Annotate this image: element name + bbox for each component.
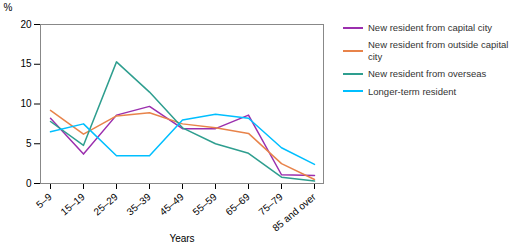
- svg-text:25–29: 25–29: [91, 191, 120, 218]
- html-text:New resident from outside capi: New resident from outside capital city: [368, 39, 509, 62]
- svg-text:15: 15: [20, 58, 32, 69]
- svg-text:45–49: 45–49: [157, 191, 186, 218]
- svg-text:Years: Years: [169, 233, 194, 244]
- html-text:Longer-term resident: Longer-term resident: [368, 85, 457, 97]
- svg-text:85 and over: 85 and over: [270, 191, 318, 234]
- svg-text:75–79: 75–79: [256, 191, 285, 218]
- html-text:New resident from capital city: New resident from capital city: [368, 22, 493, 33]
- svg-text:5: 5: [26, 138, 32, 149]
- svg-text:%: %: [4, 2, 13, 13]
- svg-text:0: 0: [26, 178, 32, 189]
- svg-text:10: 10: [20, 98, 32, 109]
- svg-text:65–69: 65–69: [223, 191, 252, 218]
- svg-text:20: 20: [20, 19, 32, 30]
- html-text:New resident from overseas: New resident from overseas: [368, 68, 487, 80]
- svg-text:15–19: 15–19: [58, 191, 87, 218]
- svg-text:5–9: 5–9: [34, 191, 54, 210]
- svg-text:35–39: 35–39: [124, 191, 153, 218]
- svg-text:55–59: 55–59: [190, 191, 219, 218]
